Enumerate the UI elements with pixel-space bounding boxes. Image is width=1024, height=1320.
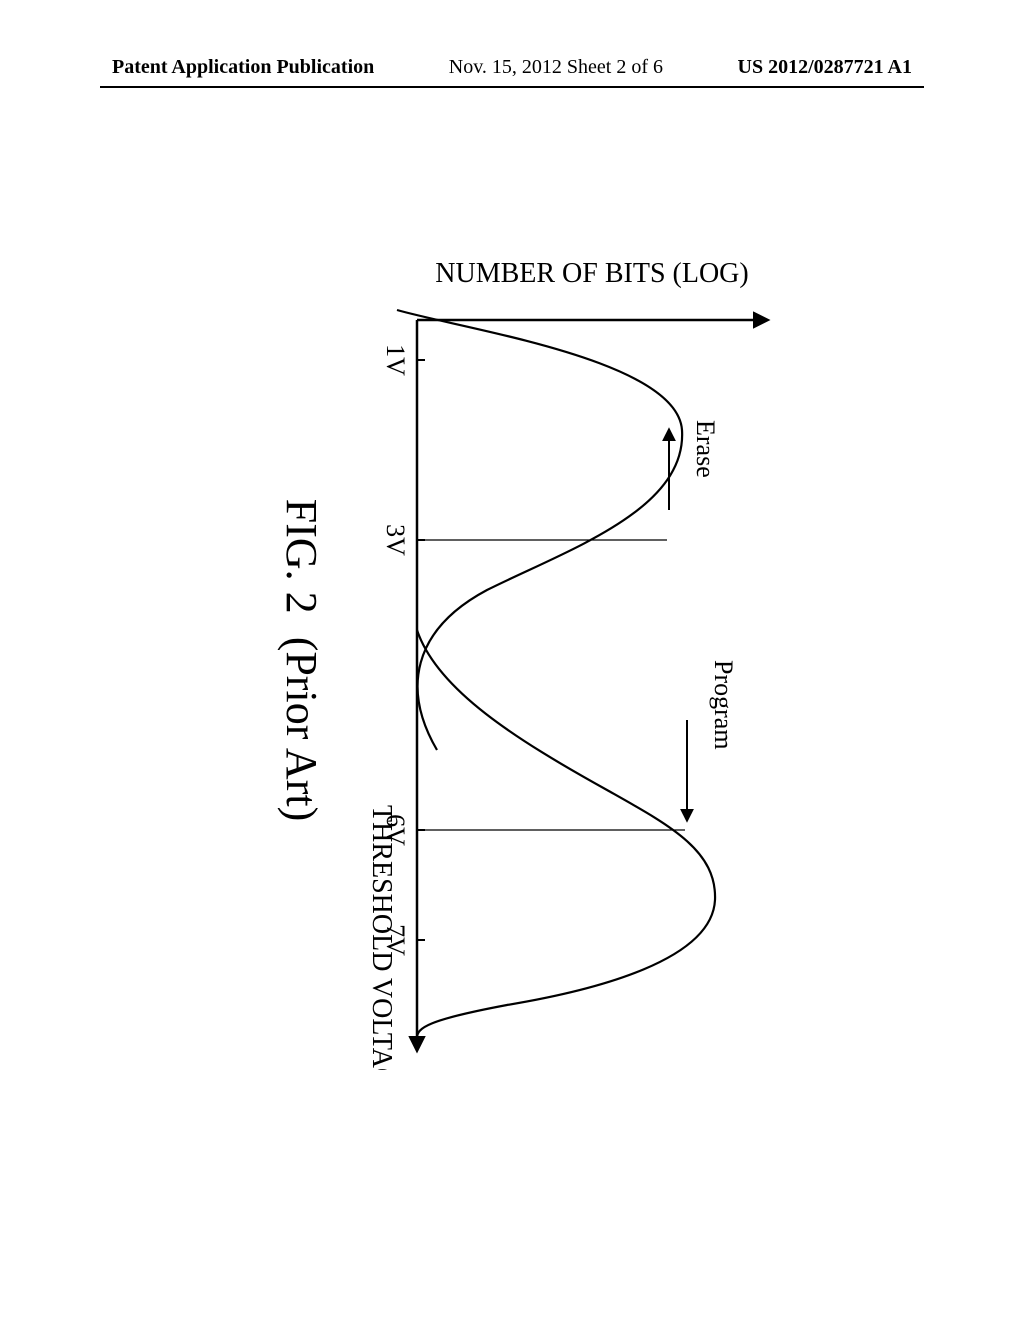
svg-text:1V: 1V bbox=[381, 344, 410, 376]
page: Patent Application Publication Nov. 15, … bbox=[0, 0, 1024, 1320]
threshold-voltage-chart: NUMBER OF BITS (LOG)THRESHOLD VOLTAGE1V3… bbox=[367, 250, 797, 1070]
figure-number: FIG. 2 bbox=[277, 499, 326, 614]
header-center: Nov. 15, 2012 Sheet 2 of 6 bbox=[449, 56, 663, 79]
svg-text:NUMBER OF BITS (LOG): NUMBER OF BITS (LOG) bbox=[435, 258, 748, 289]
header-right: US 2012/0287721 A1 bbox=[738, 56, 912, 79]
header-left: Patent Application Publication bbox=[112, 56, 374, 79]
svg-text:Program: Program bbox=[709, 660, 738, 750]
svg-text:3V: 3V bbox=[381, 524, 410, 556]
figure-rotated-container: NUMBER OF BITS (LOG)THRESHOLD VOLTAGE1V3… bbox=[227, 250, 797, 1070]
page-header: Patent Application Publication Nov. 15, … bbox=[0, 56, 1024, 79]
figure-note: (Prior Art) bbox=[277, 637, 326, 822]
svg-text:Erase: Erase bbox=[691, 420, 720, 478]
figure-caption: FIG. 2 (Prior Art) bbox=[276, 250, 327, 1070]
header-rule bbox=[100, 86, 924, 88]
svg-text:6V: 6V bbox=[381, 814, 410, 846]
figure: NUMBER OF BITS (LOG)THRESHOLD VOLTAGE1V3… bbox=[227, 250, 797, 1070]
svg-text:7V: 7V bbox=[381, 924, 410, 956]
